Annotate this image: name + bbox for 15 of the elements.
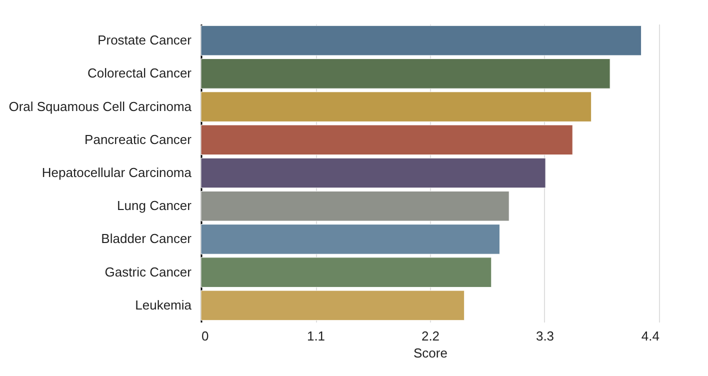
y-tick-label: Leukemia <box>135 297 192 312</box>
x-tick-label: 0 <box>202 328 209 344</box>
y-tick-label: Pancreatic Cancer <box>84 132 192 147</box>
y-tick-label: Prostate Cancer <box>98 32 192 48</box>
y-tick-label: Hepatocellular Carcinoma <box>42 165 192 180</box>
x-axis-title: Score <box>414 346 448 360</box>
y-tick-label: Colorectal Cancer <box>87 66 192 81</box>
y-tick-label: Oral Squamous Cell Carcinoma <box>8 98 192 114</box>
y-tick-label: Lung Cancer <box>117 198 192 214</box>
x-tick-label: 2.2 <box>421 328 440 344</box>
x-tick-label: 4.4 <box>641 328 660 344</box>
x-tick-label: 3.3 <box>536 328 554 344</box>
y-tick-label: Gastric Cancer <box>104 264 192 280</box>
x-tick-label: 1.1 <box>306 328 326 344</box>
y-tick-label: Bladder Cancer <box>101 231 192 246</box>
